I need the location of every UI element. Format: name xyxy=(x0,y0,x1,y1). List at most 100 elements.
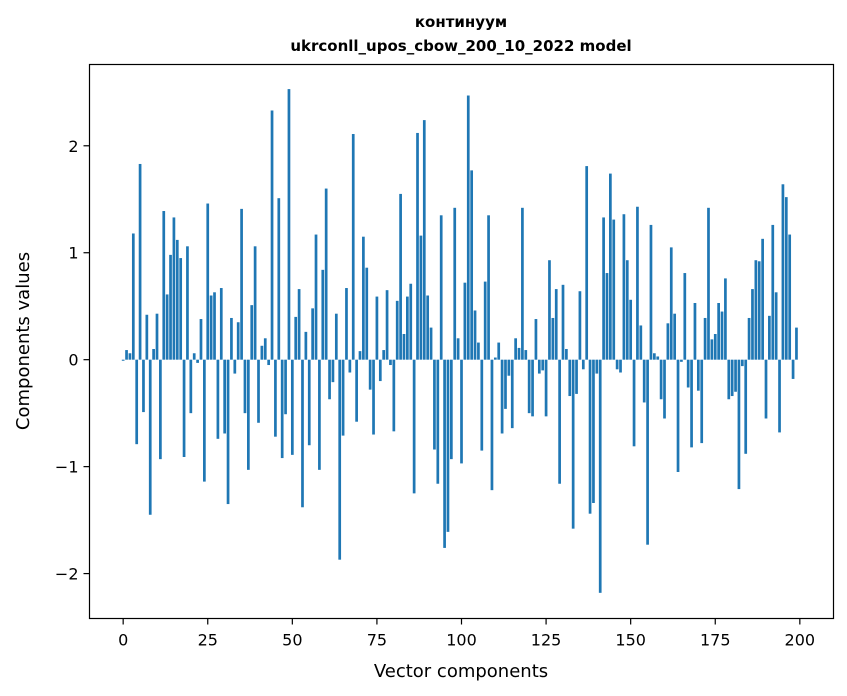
bar xyxy=(301,359,304,508)
bar xyxy=(199,319,203,360)
bar xyxy=(433,359,436,450)
bar xyxy=(304,331,308,360)
bar xyxy=(267,359,271,366)
bar xyxy=(186,246,189,360)
x-tick-label: 0 xyxy=(118,631,128,650)
bar xyxy=(757,261,761,360)
bar xyxy=(324,188,328,360)
bar xyxy=(788,234,792,360)
bar xyxy=(348,359,352,373)
bar xyxy=(619,359,622,373)
bar xyxy=(399,193,402,360)
bar xyxy=(426,295,430,360)
bar xyxy=(764,359,768,419)
y-tick-label: 0 xyxy=(68,351,78,370)
bar xyxy=(673,313,677,360)
bar xyxy=(233,359,237,374)
bar xyxy=(548,260,551,360)
bar xyxy=(240,208,243,360)
bar xyxy=(203,359,206,482)
bar xyxy=(625,260,629,360)
bar xyxy=(280,359,284,459)
bar xyxy=(263,338,267,360)
bar xyxy=(517,347,521,360)
bar xyxy=(649,224,653,360)
bar xyxy=(537,359,541,374)
bar xyxy=(422,120,426,360)
bar xyxy=(341,359,345,436)
bar xyxy=(784,197,788,360)
bar xyxy=(680,359,683,362)
bar xyxy=(169,254,172,360)
bar xyxy=(253,246,257,360)
bar xyxy=(331,359,335,383)
bar xyxy=(713,334,717,360)
y-tick-label: −1 xyxy=(55,458,79,477)
bar xyxy=(524,350,528,360)
bar xyxy=(375,296,379,360)
x-tick-label: 100 xyxy=(446,631,477,650)
bar xyxy=(504,359,507,409)
chart-subtitle: ukrconll_upos_cbow_200_10_2022 model xyxy=(290,37,631,55)
bar xyxy=(192,353,196,360)
bar xyxy=(419,235,423,360)
y-tick-label: 2 xyxy=(68,137,78,156)
bar xyxy=(189,359,193,414)
bar xyxy=(402,334,406,360)
bar xyxy=(730,359,734,397)
bar xyxy=(500,359,504,434)
bar xyxy=(131,233,135,360)
bar xyxy=(307,359,311,446)
bar xyxy=(247,359,250,470)
bar xyxy=(138,163,142,360)
bar xyxy=(754,260,758,360)
x-tick-label: 175 xyxy=(700,631,731,650)
bar xyxy=(774,292,778,360)
bar xyxy=(615,359,619,370)
bar xyxy=(250,305,254,360)
bar xyxy=(771,224,775,360)
y-tick-label: 1 xyxy=(68,244,78,263)
y-axis-label: Components values xyxy=(13,252,34,430)
bar xyxy=(453,207,457,360)
bar xyxy=(318,359,321,470)
bar xyxy=(578,291,582,360)
bar xyxy=(243,359,247,414)
bar xyxy=(598,359,602,593)
bar xyxy=(429,327,433,360)
bar xyxy=(436,359,440,484)
bar xyxy=(321,269,325,360)
bar xyxy=(497,342,501,360)
bar xyxy=(565,348,568,360)
x-tick-label: 150 xyxy=(615,631,646,650)
bar xyxy=(230,317,233,360)
bar xyxy=(592,359,595,503)
bar xyxy=(439,215,443,360)
x-tick-label: 25 xyxy=(198,631,218,650)
bar xyxy=(290,359,294,455)
bar xyxy=(507,359,511,376)
bar xyxy=(588,359,592,514)
bar xyxy=(206,203,210,360)
bar xyxy=(575,359,578,394)
bar xyxy=(182,359,186,457)
bar xyxy=(128,353,132,360)
bar xyxy=(483,281,487,360)
x-axis-label: Vector components xyxy=(374,661,548,682)
bar xyxy=(416,132,419,360)
x-tick-label: 75 xyxy=(367,631,387,650)
y-axis-ticks: −2 −1 0 1 2 xyxy=(55,137,90,584)
bar xyxy=(456,338,460,360)
bar xyxy=(669,247,673,360)
bar xyxy=(781,184,785,360)
bar xyxy=(700,359,704,444)
bar xyxy=(744,359,748,454)
x-tick-label: 200 xyxy=(785,631,816,650)
bar xyxy=(196,359,199,363)
bar xyxy=(622,214,626,360)
bar xyxy=(751,289,754,360)
bar xyxy=(791,359,795,379)
bar xyxy=(693,303,697,360)
bar xyxy=(121,359,125,361)
